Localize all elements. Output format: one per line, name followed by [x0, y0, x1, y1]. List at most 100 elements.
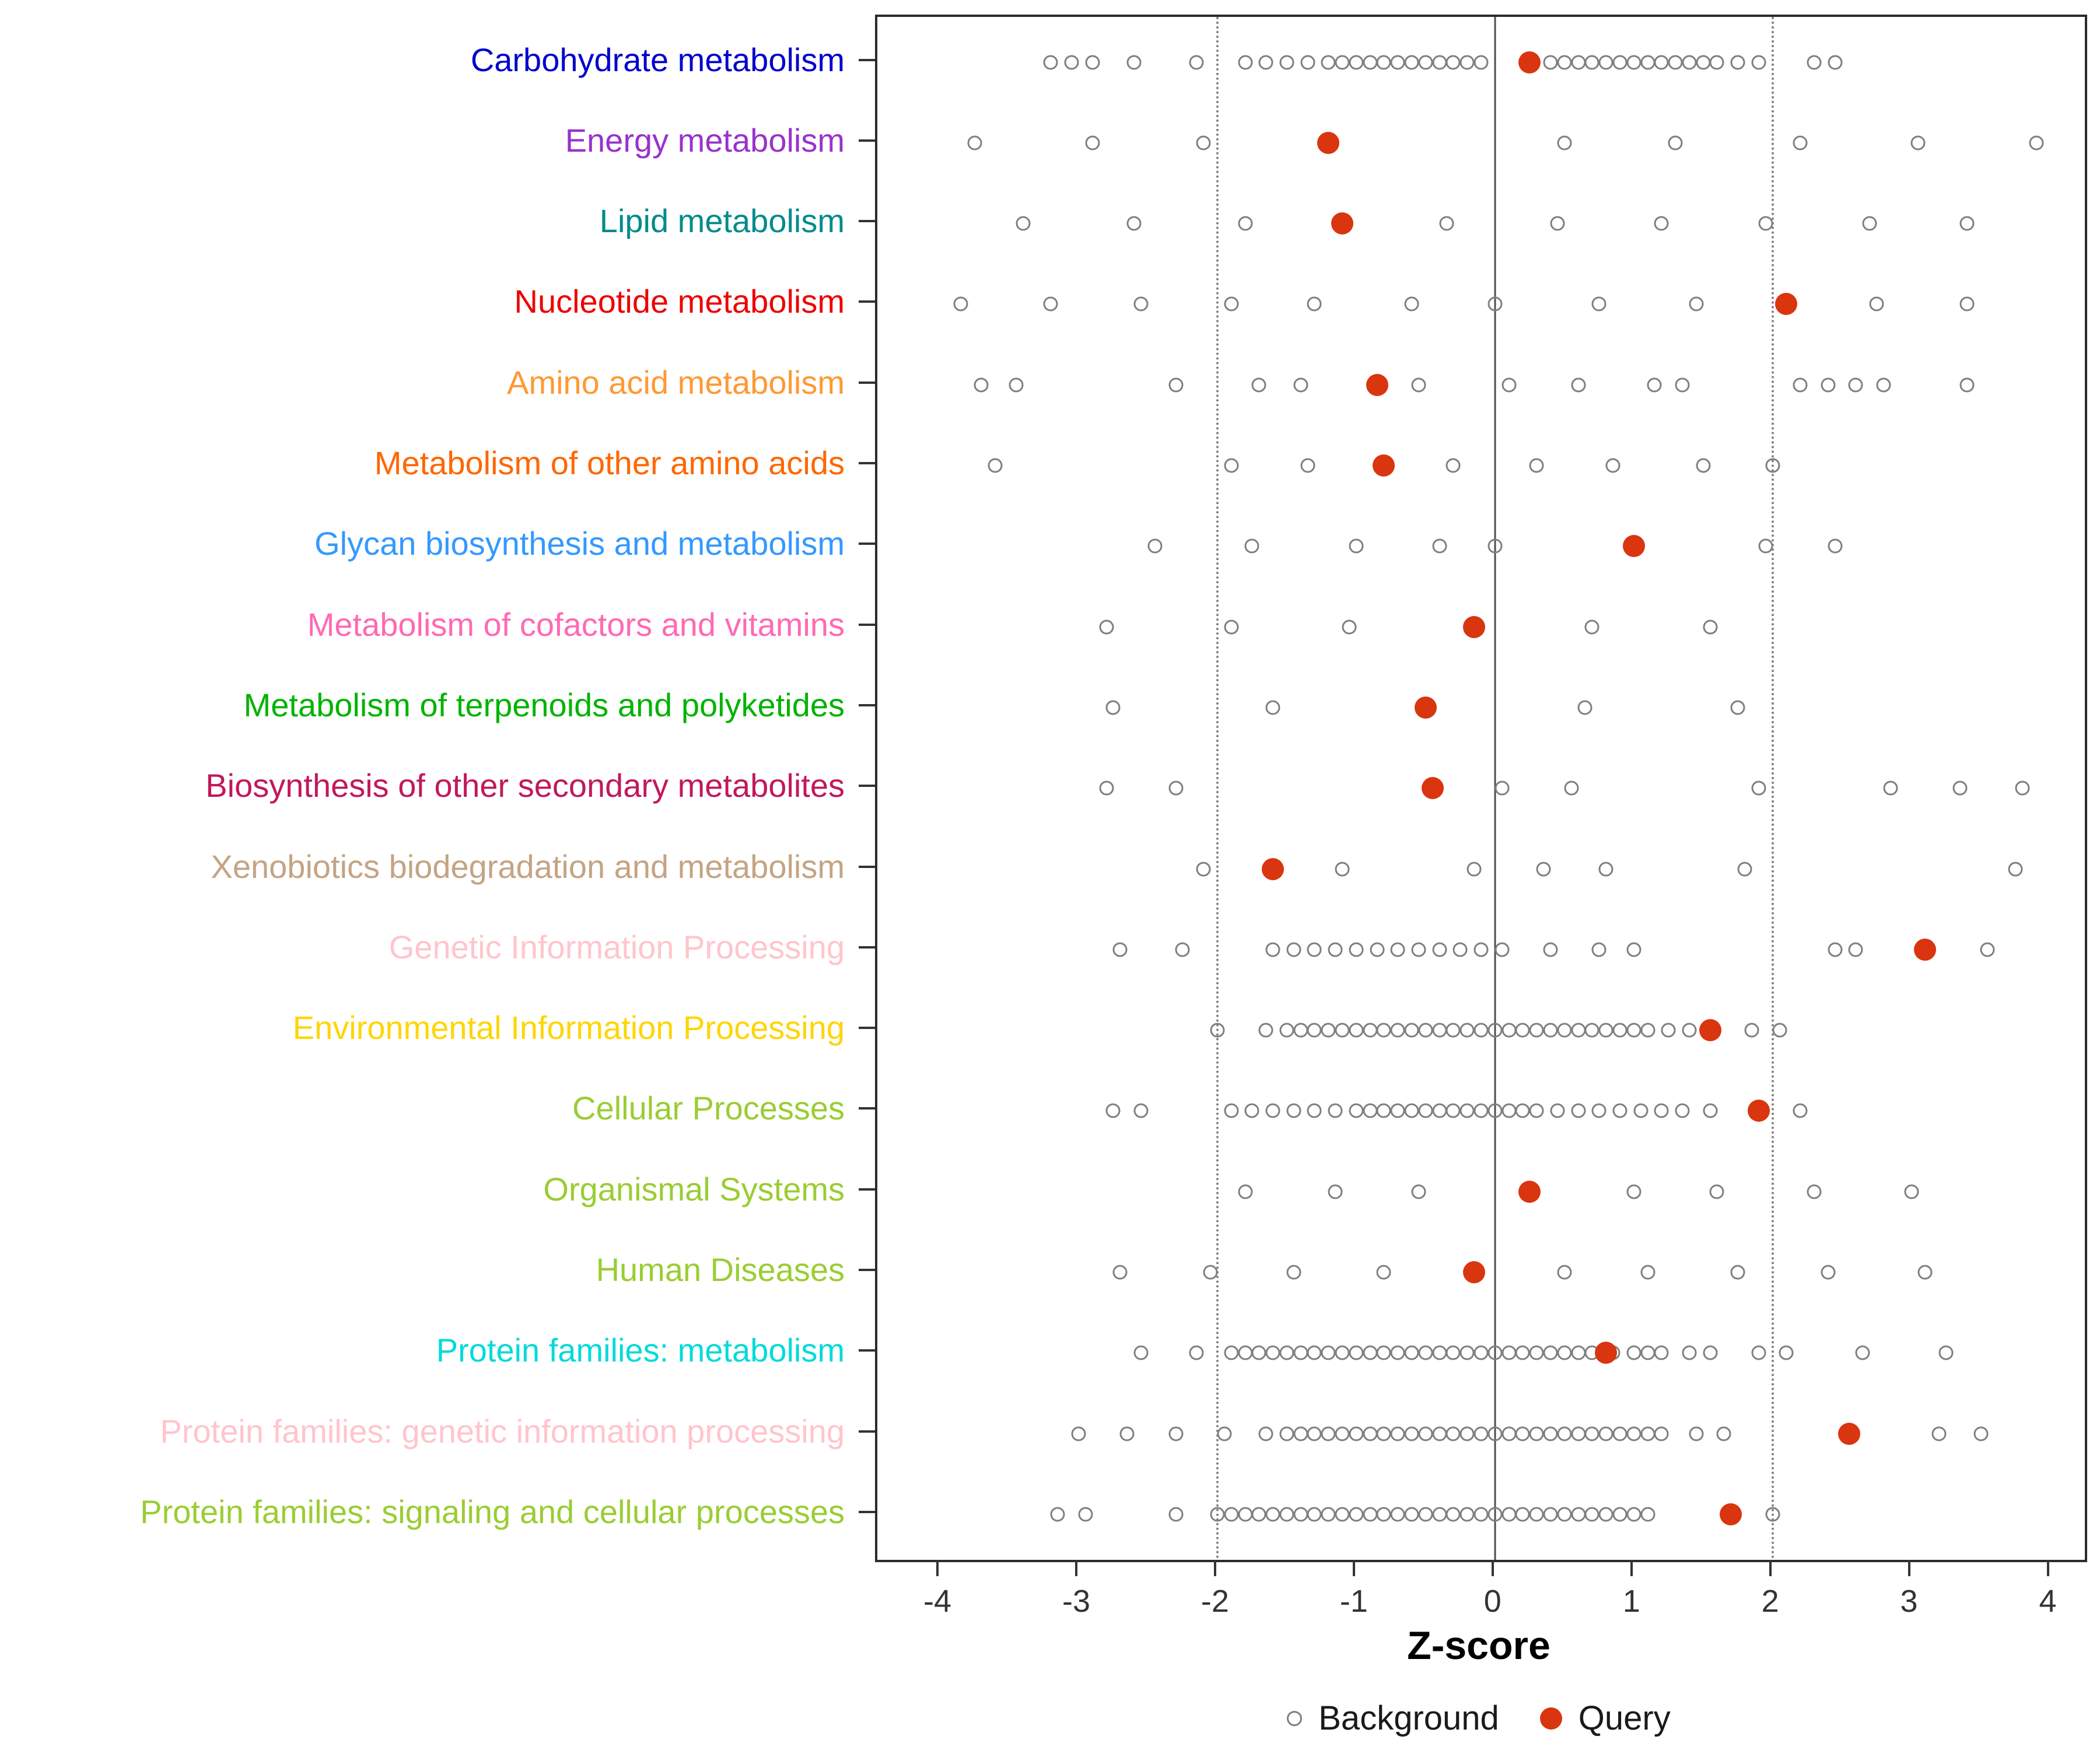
background-point — [1293, 1507, 1308, 1522]
background-point — [1349, 1023, 1364, 1038]
background-point — [1133, 1103, 1149, 1118]
background-point — [1452, 942, 1468, 957]
background-point — [1626, 1507, 1642, 1522]
background-point — [1557, 55, 1572, 69]
background-point — [1016, 216, 1031, 231]
background-point — [1460, 55, 1475, 69]
background-point — [1085, 135, 1100, 150]
background-point — [1432, 1023, 1447, 1038]
background-point — [1258, 55, 1273, 69]
background-point — [1279, 1507, 1294, 1522]
background-point — [1307, 296, 1322, 312]
background-point — [1647, 377, 1662, 393]
category-label: Energy metabolism — [565, 121, 845, 159]
background-point — [1716, 1426, 1731, 1441]
background-point — [1730, 1265, 1745, 1280]
background-point — [1432, 1426, 1447, 1441]
background-point — [1418, 55, 1433, 69]
category-label: Environmental Information Processing — [292, 1009, 845, 1046]
background-point — [1258, 1426, 1273, 1441]
category-label: Xenobiotics biodegradation and metabolis… — [211, 848, 845, 885]
background-point — [1126, 216, 1142, 231]
query-point — [1317, 131, 1340, 154]
x-tick-label: -1 — [1339, 1584, 1368, 1619]
background-point — [1349, 1426, 1364, 1441]
background-point — [1807, 55, 1822, 69]
background-point — [1584, 620, 1600, 635]
y-axis-tick — [859, 1107, 875, 1110]
x-tick-label: 2 — [1761, 1584, 1779, 1619]
background-point — [1175, 942, 1190, 957]
background-point — [1973, 1426, 1989, 1441]
background-point — [1959, 377, 1975, 393]
background-point — [1668, 55, 1683, 69]
category-label: Nucleotide metabolism — [514, 283, 845, 320]
background-point — [1626, 1023, 1642, 1038]
background-marker-icon — [1287, 1710, 1303, 1726]
legend-label-background: Background — [1318, 1699, 1499, 1737]
background-point — [1099, 780, 1114, 796]
background-point — [1584, 1507, 1600, 1522]
background-point — [1224, 458, 1239, 473]
background-point — [1488, 1103, 1503, 1118]
background-point — [1543, 55, 1558, 69]
background-point — [1307, 1426, 1322, 1441]
y-axis-tick — [859, 1188, 875, 1191]
background-point — [1293, 1023, 1308, 1038]
background-point — [1488, 1345, 1503, 1360]
background-point — [1376, 1023, 1391, 1038]
query-point — [1699, 1019, 1721, 1042]
background-point — [1876, 377, 1891, 393]
background-point — [1751, 780, 1766, 796]
background-point — [1502, 377, 1517, 393]
category-label: Cellular Processes — [572, 1090, 845, 1127]
background-point — [1404, 1507, 1419, 1522]
background-point — [1952, 780, 1968, 796]
background-point — [1446, 1426, 1461, 1441]
background-point — [1904, 1184, 1919, 1199]
background-point — [1446, 1103, 1461, 1118]
category-label: Genetic Information Processing — [388, 928, 845, 965]
background-point — [1488, 538, 1503, 554]
background-point — [1168, 1507, 1184, 1522]
background-point — [1210, 1023, 1225, 1038]
background-point — [1418, 1426, 1433, 1441]
background-point — [1286, 1103, 1301, 1118]
background-point — [1765, 1507, 1780, 1522]
background-point — [1238, 55, 1253, 69]
background-point — [1488, 1426, 1503, 1441]
plot-panel — [875, 15, 2087, 1562]
x-axis-tick — [1908, 1560, 1910, 1576]
y-axis-tick — [859, 1510, 875, 1513]
background-point — [1265, 1507, 1280, 1522]
background-point — [1626, 1345, 1642, 1360]
background-point — [1793, 1103, 1808, 1118]
background-point — [1279, 1426, 1294, 1441]
background-point — [1488, 296, 1503, 312]
background-point — [1224, 296, 1239, 312]
background-point — [1335, 862, 1350, 876]
background-point — [1772, 1023, 1787, 1038]
background-point — [1821, 377, 1836, 393]
category-label: Organismal Systems — [543, 1170, 845, 1208]
background-point — [1307, 1507, 1322, 1522]
background-point — [1390, 1507, 1405, 1522]
y-axis-tick — [859, 623, 875, 626]
background-point — [1689, 296, 1704, 312]
background-point — [1682, 55, 1697, 69]
background-point — [1633, 1103, 1648, 1118]
background-point — [1654, 1103, 1669, 1118]
background-point — [1862, 216, 1877, 231]
background-point — [1446, 1507, 1461, 1522]
x-tick-label: -4 — [923, 1584, 952, 1619]
background-point — [1432, 538, 1447, 554]
background-point — [1196, 135, 1211, 150]
background-point — [1203, 1265, 1218, 1280]
x-axis-tick — [936, 1560, 939, 1576]
query-point — [1331, 212, 1354, 235]
background-point — [1529, 458, 1544, 473]
background-point — [1363, 1345, 1378, 1360]
background-point — [1363, 1103, 1378, 1118]
background-point — [1543, 1345, 1558, 1360]
background-point — [1938, 1345, 1954, 1360]
